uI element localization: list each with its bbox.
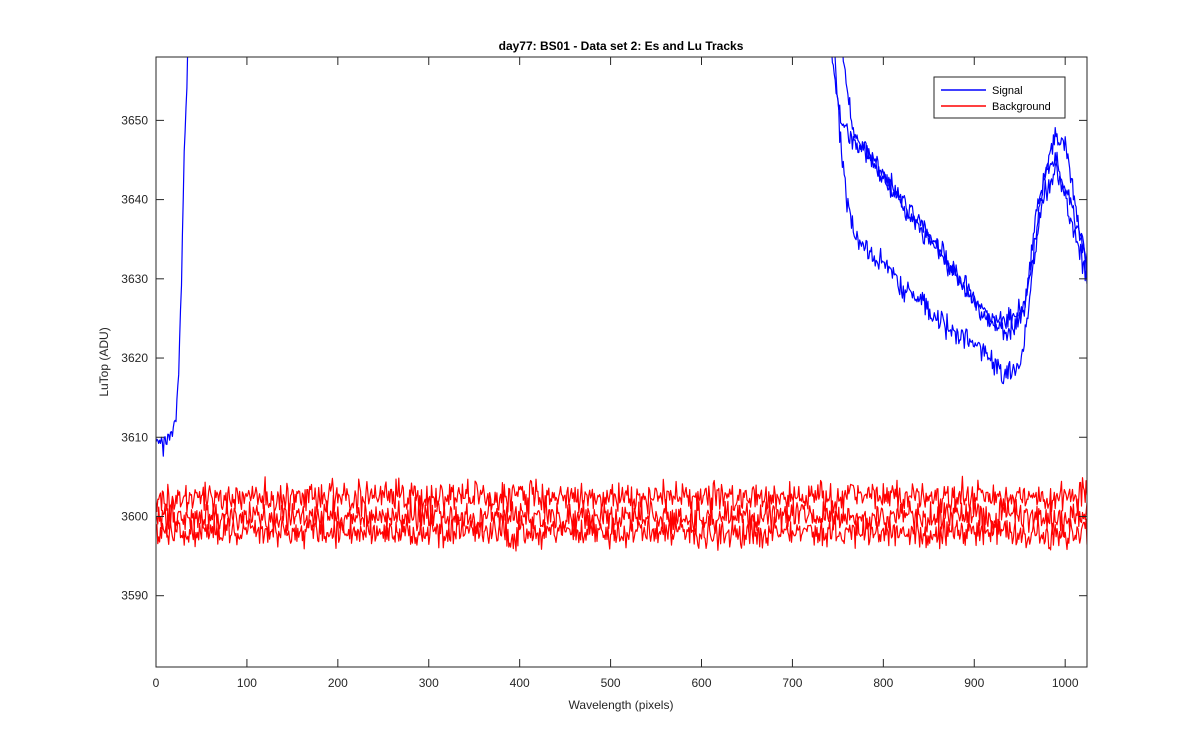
x-tick-label: 700	[782, 676, 802, 690]
series-line-signal-3	[834, 57, 1087, 385]
series-line-background-0	[156, 475, 1087, 518]
legend-label-signal: Signal	[992, 85, 1023, 97]
series-layer	[156, 57, 1087, 552]
x-tick-label: 800	[873, 676, 893, 690]
y-tick-label: 3640	[121, 193, 148, 207]
series-line-signal-0	[156, 57, 189, 457]
x-tick-label: 100	[237, 676, 257, 690]
x-tick-label: 600	[691, 676, 711, 690]
x-tick-label: 400	[510, 676, 530, 690]
x-tick-label: 200	[328, 676, 348, 690]
y-tick-label: 3600	[121, 509, 148, 523]
x-tick-label: 900	[964, 676, 984, 690]
legend-box	[933, 76, 1066, 119]
x-tick-label: 300	[419, 676, 439, 690]
y-axis: 3590 3600 3610 3620 3630 3640 3650	[121, 113, 1087, 603]
axes-box	[155, 56, 1088, 668]
chart-title: day77: BS01 - Data set 2: Es and Lu Trac…	[499, 39, 744, 53]
y-tick-label: 3650	[121, 113, 148, 127]
x-axis: 0 100 200 300 400 500 600 700 800 900 1000	[153, 57, 1079, 690]
plot-area	[156, 57, 1087, 667]
legend: Signal Background	[933, 76, 1066, 119]
y-tick-label: 3620	[121, 351, 148, 365]
series-line-signal-2	[842, 57, 1087, 341]
x-axis-label: Wavelength (pixels)	[569, 698, 674, 712]
x-tick-label: 500	[601, 676, 621, 690]
y-axis-label: LuTop (ADU)	[97, 327, 111, 396]
x-tick-label: 0	[153, 676, 160, 690]
series-line-background-2	[156, 510, 1087, 552]
legend-label-background: Background	[992, 101, 1051, 113]
x-tick-label: 1000	[1052, 676, 1079, 690]
y-tick-label: 3630	[121, 272, 148, 286]
series-line-background-1	[156, 494, 1087, 538]
y-tick-label: 3590	[121, 589, 148, 603]
y-tick-label: 3610	[121, 430, 148, 444]
